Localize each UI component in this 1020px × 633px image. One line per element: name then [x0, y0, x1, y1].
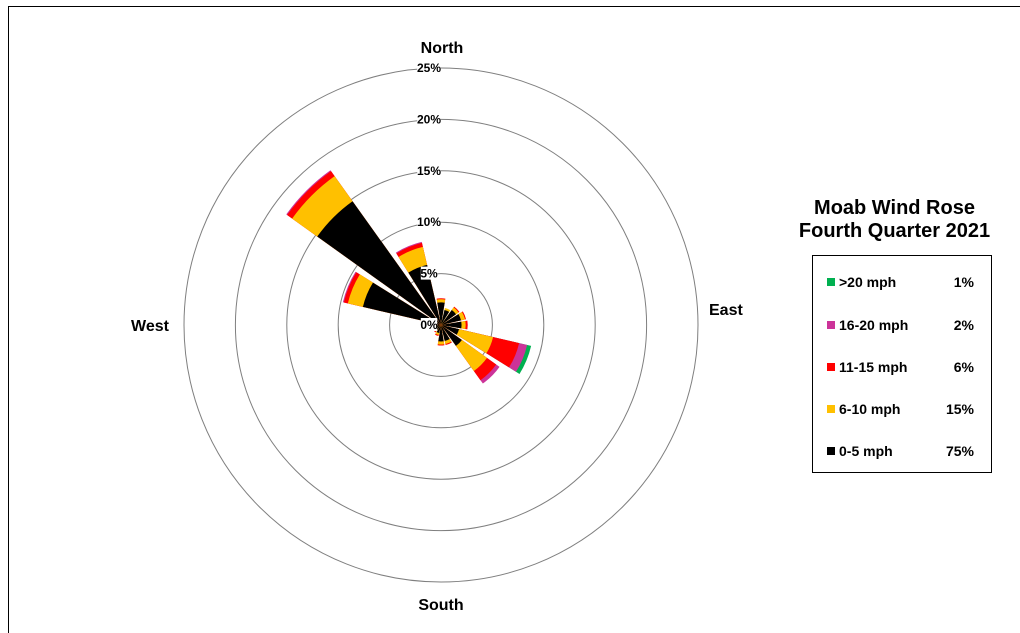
- legend-item-16-20: 16-20 mph 2%: [827, 317, 987, 333]
- wedge-SSW-0-5-mph: [436, 325, 441, 334]
- legend-swatch: [827, 447, 835, 455]
- radial-tick-label: 20%: [417, 112, 441, 126]
- legend-item-gt20: >20 mph 1%: [827, 274, 987, 290]
- wedge-ENE-0-5-mph: [441, 314, 462, 325]
- legend-item-label: 0-5 mph: [839, 443, 893, 459]
- radial-tick-label: 5%: [420, 267, 438, 281]
- radial-gridline: [337, 221, 545, 429]
- legend-item-percent: 1%: [953, 274, 974, 290]
- compass-west-label: West: [131, 318, 170, 335]
- legend-item-percent: 75%: [945, 443, 974, 459]
- legend-item-11-15: 11-15 mph 6%: [827, 359, 987, 375]
- wedge-NE-0-5-mph: [441, 309, 457, 325]
- legend-item-0-5: 0-5 mph 75%: [827, 443, 987, 459]
- chart-frame: [8, 6, 1020, 633]
- chart-title: Moab Wind Rose: [814, 197, 975, 219]
- chart-title-block: Moab Wind Rose Fourth Quarter 2021: [787, 197, 1002, 243]
- wind-wedges: [286, 170, 532, 384]
- wedge-SW-0-5-mph: [435, 325, 441, 331]
- legend-swatch: [827, 405, 835, 413]
- legend-item-percent: 15%: [945, 401, 974, 417]
- radial-tick-labels: 0% 5% 10% 15% 20% 25%: [417, 61, 441, 332]
- radial-tick-label-bg: [417, 61, 441, 74]
- wedge-ESE-0-5-mph: [441, 325, 460, 335]
- compass-south-label: South: [418, 597, 463, 614]
- legend-item-percent: 2%: [953, 317, 974, 333]
- legend-item-label: >20 mph: [839, 274, 897, 290]
- radial-tick-label-bg: [420, 318, 438, 331]
- compass-north-label: North: [421, 40, 464, 57]
- radial-tick-label: 15%: [417, 164, 441, 178]
- legend-swatch: [827, 363, 835, 371]
- legend-item-label: 6-10 mph: [839, 401, 901, 417]
- wedge-N-0-5-mph: [437, 302, 445, 325]
- wedge-NW-0-5-mph: [317, 201, 441, 325]
- chart-subtitle: Fourth Quarter 2021: [798, 220, 991, 242]
- radial-gridline: [234, 118, 648, 532]
- wedge-S-0-5-mph: [438, 325, 444, 342]
- legend-swatch: [827, 321, 835, 329]
- wedge-NNW-0-5-mph: [408, 264, 441, 325]
- radial-gridline: [183, 67, 699, 583]
- radial-tick-label: 0%: [420, 318, 438, 332]
- legend-item-label: 16-20 mph: [839, 317, 909, 333]
- radial-tick-label-bg: [417, 112, 441, 126]
- legend-item-6-10: 6-10 mph 15%: [827, 401, 987, 417]
- wedge-WNW-0-5-mph: [362, 282, 441, 325]
- legend: >20 mph 1% 16-20 mph 2% 11-15 mph 6% 6-1…: [812, 255, 992, 473]
- wedge-SE-0-5-mph: [441, 325, 462, 346]
- legend-item-percent: 6%: [953, 359, 974, 375]
- legend-item-label: 11-15 mph: [839, 359, 908, 375]
- radial-tick-label-bg: [417, 163, 441, 177]
- radial-gridline: [389, 273, 493, 377]
- radial-tick-label-bg: [417, 215, 441, 229]
- wedge-E-0-5-mph: [441, 321, 462, 329]
- compass-east-label: East: [709, 302, 743, 319]
- radial-grid: [183, 67, 699, 583]
- legend-swatch: [827, 278, 835, 286]
- radial-gridline: [286, 170, 596, 480]
- radial-tick-label: 25%: [417, 61, 441, 75]
- radial-tick-label-bg: [420, 266, 438, 280]
- wedge-SSE-0-5-mph: [441, 325, 450, 342]
- wedge-NNE-0-5-mph: [441, 309, 450, 325]
- radial-tick-label: 10%: [417, 215, 441, 229]
